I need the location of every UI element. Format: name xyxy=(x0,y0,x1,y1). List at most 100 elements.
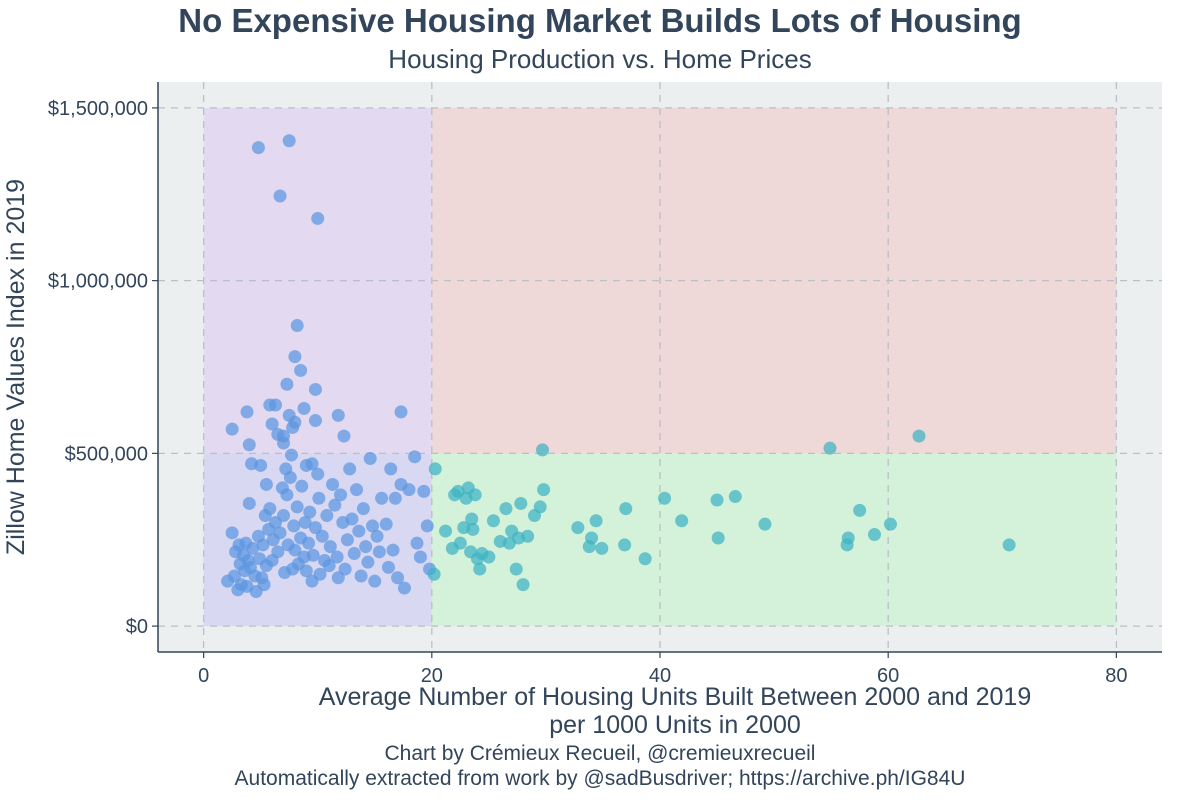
data-point xyxy=(299,564,313,578)
data-point xyxy=(288,350,302,364)
data-point xyxy=(282,134,296,148)
data-point xyxy=(537,483,551,497)
data-point xyxy=(372,545,386,559)
data-point xyxy=(352,524,366,538)
data-point xyxy=(486,514,500,528)
data-point xyxy=(350,483,364,497)
x-axis-title-line1: Average Number of Housing Units Built Be… xyxy=(318,683,1032,711)
data-point xyxy=(340,533,354,547)
data-point xyxy=(251,141,265,155)
data-point xyxy=(284,448,298,462)
data-point xyxy=(658,491,672,505)
data-point xyxy=(311,211,325,225)
data-point xyxy=(311,467,325,481)
data-point xyxy=(315,529,329,543)
quadrant-high-build-low-price xyxy=(431,453,1117,627)
data-point xyxy=(379,517,393,531)
data-point xyxy=(338,562,352,576)
data-point xyxy=(381,560,395,574)
data-point xyxy=(298,515,312,529)
data-point xyxy=(305,457,319,471)
data-point xyxy=(912,429,926,443)
x-axis-title-line2: per 1000 Units in 2000 xyxy=(549,711,801,739)
data-point xyxy=(397,581,411,595)
data-point xyxy=(337,429,351,443)
data-point xyxy=(473,562,487,576)
data-point xyxy=(295,479,309,493)
data-point xyxy=(302,536,316,550)
data-point xyxy=(521,529,535,543)
data-point xyxy=(509,562,523,576)
data-point xyxy=(323,540,337,554)
data-point xyxy=(571,521,585,535)
data-point xyxy=(413,550,427,564)
data-point xyxy=(326,477,340,491)
data-point xyxy=(758,517,772,531)
data-point xyxy=(867,528,881,542)
data-point xyxy=(619,502,633,516)
data-point xyxy=(330,550,344,564)
data-point xyxy=(394,405,408,419)
data-point xyxy=(595,541,609,555)
data-point xyxy=(287,519,301,533)
data-point xyxy=(514,496,528,510)
data-point xyxy=(618,538,632,552)
data-point xyxy=(370,529,384,543)
y-axis-title: Zillow Home Values Index in 2019 xyxy=(2,179,30,555)
y-tick-label: $500,000 xyxy=(65,443,148,465)
data-point xyxy=(273,189,287,203)
data-point xyxy=(356,502,370,516)
data-point xyxy=(388,491,402,505)
x-tick-label: 80 xyxy=(1105,665,1127,687)
x-tick-label: 40 xyxy=(649,665,671,687)
chart-title: No Expensive Housing Market Builds Lots … xyxy=(178,2,1022,39)
data-point xyxy=(288,543,302,557)
data-point xyxy=(408,450,422,464)
data-point xyxy=(638,552,652,566)
data-point xyxy=(256,538,270,552)
x-tick-label: 0 xyxy=(198,665,209,687)
data-point xyxy=(883,517,897,531)
data-point xyxy=(313,567,327,581)
data-point xyxy=(240,405,254,419)
data-point xyxy=(283,471,297,485)
data-point xyxy=(728,490,742,504)
data-point xyxy=(585,531,599,545)
data-point xyxy=(675,514,689,528)
data-point xyxy=(308,414,322,428)
data-point xyxy=(365,519,379,533)
data-point xyxy=(312,491,326,505)
data-point xyxy=(297,401,311,415)
credit-line-1: Chart by Crémieux Recueil, @cremieuxrecu… xyxy=(384,742,816,765)
data-point xyxy=(345,512,359,526)
x-tick-label: 20 xyxy=(421,665,443,687)
data-point xyxy=(410,536,424,550)
data-point xyxy=(294,363,308,377)
data-point xyxy=(439,524,453,538)
data-point xyxy=(242,438,256,452)
data-point xyxy=(347,547,361,561)
data-point xyxy=(308,382,322,396)
data-point xyxy=(354,569,368,583)
data-point xyxy=(386,543,400,557)
data-point xyxy=(359,540,373,554)
data-point xyxy=(516,578,530,592)
data-point xyxy=(334,488,348,502)
data-point xyxy=(271,545,285,559)
data-point xyxy=(466,522,480,536)
data-point xyxy=(303,505,317,519)
data-point xyxy=(259,477,273,491)
y-tick-label: $0 xyxy=(126,616,148,638)
data-point xyxy=(265,417,279,431)
x-tick-label: 60 xyxy=(877,665,899,687)
x-axis-title: Average Number of Housing Units Built Be… xyxy=(0,683,1200,739)
data-point xyxy=(328,498,342,512)
data-point xyxy=(427,567,441,581)
data-point xyxy=(225,422,239,436)
data-point xyxy=(290,500,304,514)
data-point xyxy=(269,398,283,412)
data-point xyxy=(306,548,320,562)
data-point xyxy=(322,559,336,573)
data-point xyxy=(417,484,431,498)
